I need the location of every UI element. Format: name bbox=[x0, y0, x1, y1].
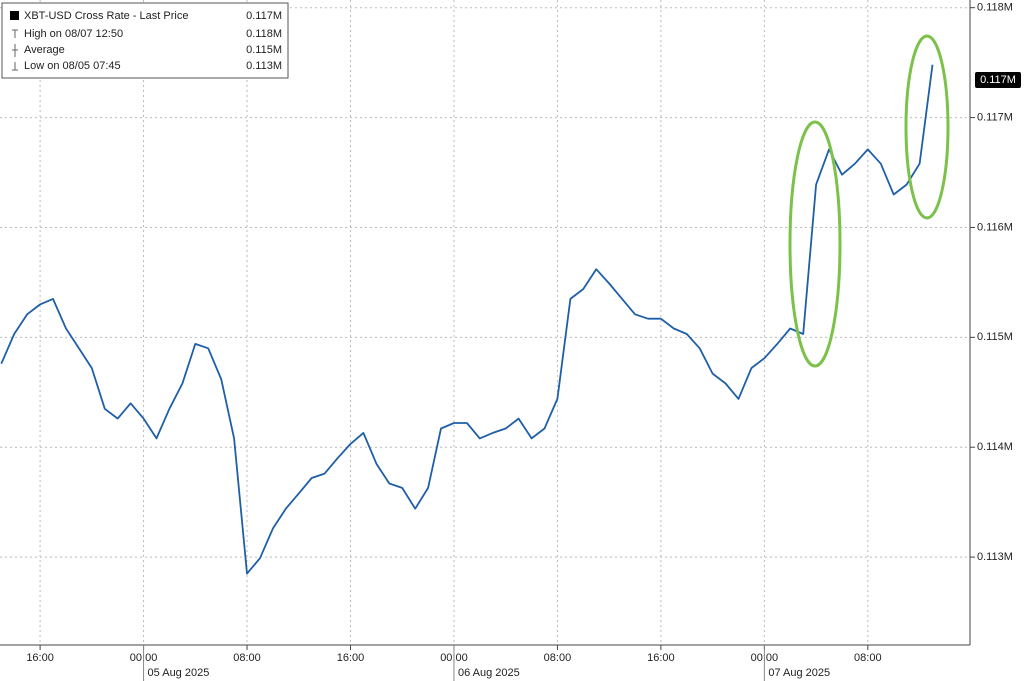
highlight-ellipse bbox=[788, 120, 842, 368]
legend-box bbox=[1, 2, 289, 79]
last-price-label: 0.117M bbox=[980, 74, 1016, 86]
y-tick-label: 0.116M bbox=[977, 221, 1013, 233]
legend-icon bbox=[12, 29, 18, 71]
x-date-label: 07 Aug 2025 bbox=[768, 667, 830, 679]
x-tick-label: 08:00 bbox=[544, 652, 572, 664]
legend-value: 0.115M bbox=[246, 44, 282, 56]
highlight-ellipse bbox=[904, 34, 950, 220]
legend-value: 0.117M bbox=[246, 10, 282, 22]
x-tick-label: 16:00 bbox=[26, 652, 54, 664]
legend-label: High on 08/07 12:50 bbox=[24, 28, 123, 40]
x-date-label: 05 Aug 2025 bbox=[148, 667, 210, 679]
x-date-label: 06 Aug 2025 bbox=[458, 667, 520, 679]
axes: 0.113M 0.114M 0.115M 0.116M 0.117M 0.118M 16:0… bbox=[26, 2, 1013, 681]
x-tick-label: 16:00 bbox=[647, 652, 675, 664]
y-tick-label: 0.117M bbox=[977, 111, 1013, 123]
legend-title: XBT-USD Cross Rate - Last Price bbox=[24, 10, 188, 22]
legend-label: Average bbox=[24, 44, 65, 56]
x-tick-label: 08:00 bbox=[233, 652, 261, 664]
last-price-box bbox=[975, 72, 1021, 88]
y-tick-label: 0.118M bbox=[977, 2, 1013, 14]
legend-swatch bbox=[10, 11, 19, 20]
legend-value: 0.113M bbox=[246, 60, 282, 72]
y-tick-label: 0.115M bbox=[977, 331, 1013, 343]
x-tick-label: 08:00 bbox=[854, 652, 882, 664]
price-line bbox=[0, 64, 934, 575]
y-tick-label: 0.113M bbox=[977, 551, 1013, 563]
x-tick-label: 16:00 bbox=[337, 652, 365, 664]
legend-value: 0.118M bbox=[246, 28, 282, 40]
y-tick-label: 0.114M bbox=[977, 441, 1013, 453]
plot bbox=[0, 64, 934, 575]
legend: XBT-USD Cross Rate - Last Price 0.117M H… bbox=[1, 2, 289, 79]
last-price-tag: 0.117M bbox=[975, 72, 1021, 88]
legend-label: Low on 08/05 07:45 bbox=[24, 60, 121, 72]
